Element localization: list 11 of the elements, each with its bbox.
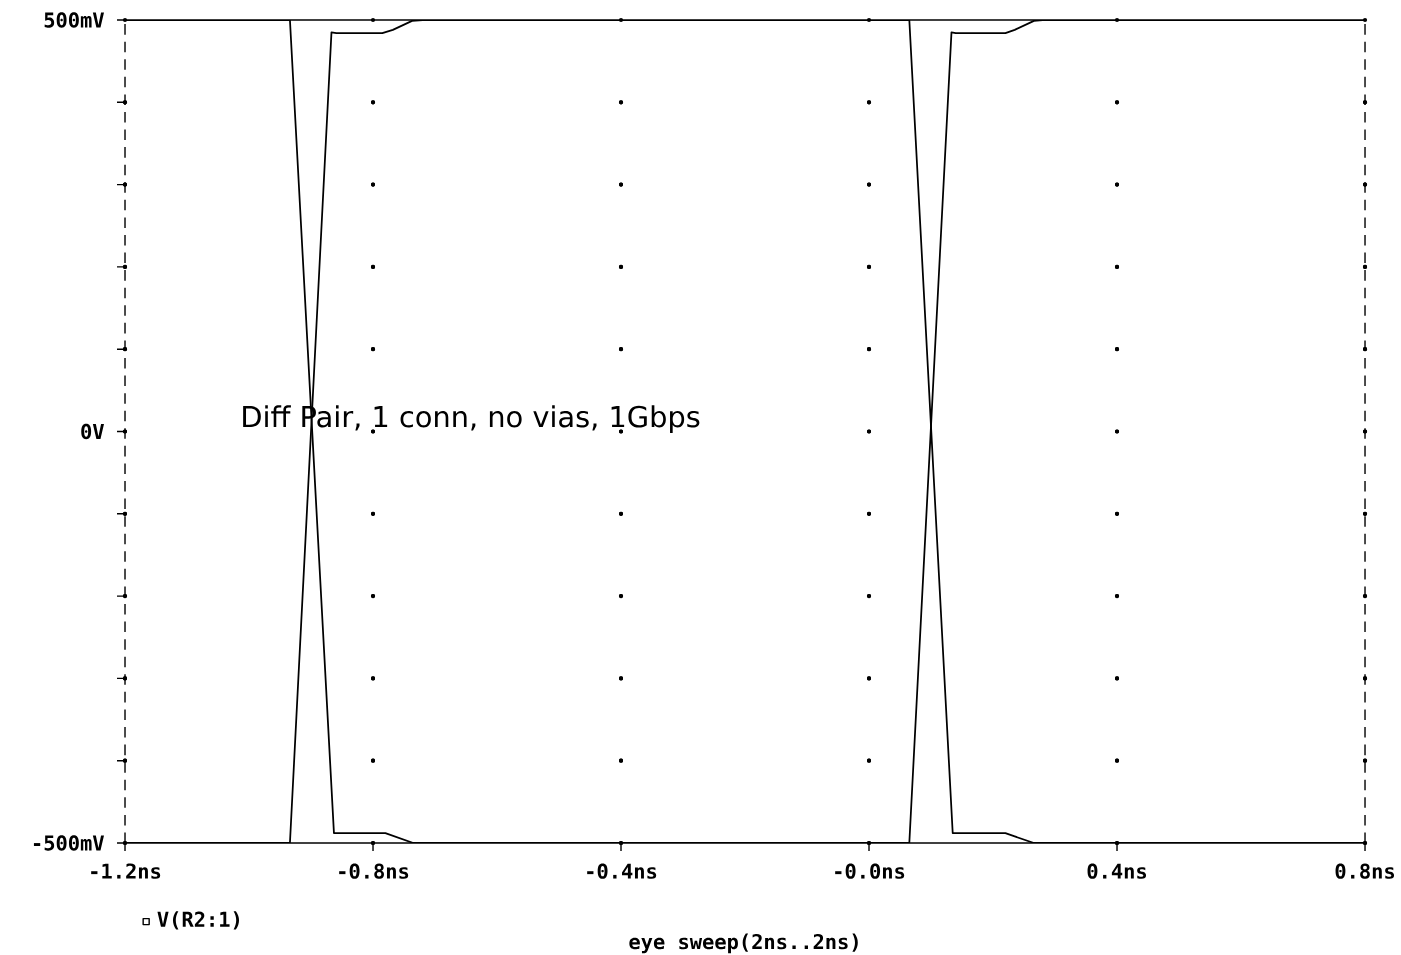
- x-axis-title: eye sweep(2ns..2ns): [629, 933, 858, 954]
- x-tick-label: -1.2ns: [91, 863, 161, 879]
- legend-label: V(R2:1): [157, 911, 240, 930]
- x-tick-label: 0.8ns: [1335, 863, 1395, 879]
- y-tick-label: -500mV: [33, 835, 104, 851]
- x-tick-label: -0.0ns: [835, 863, 905, 879]
- y-tick-label: 500mV: [44, 12, 104, 28]
- x-tick-label: -0.8ns: [339, 863, 409, 879]
- x-tick-label: -0.4ns: [587, 863, 657, 879]
- x-tick-label: 0.4ns: [1087, 863, 1147, 879]
- y-tick-label: 0V: [81, 423, 104, 440]
